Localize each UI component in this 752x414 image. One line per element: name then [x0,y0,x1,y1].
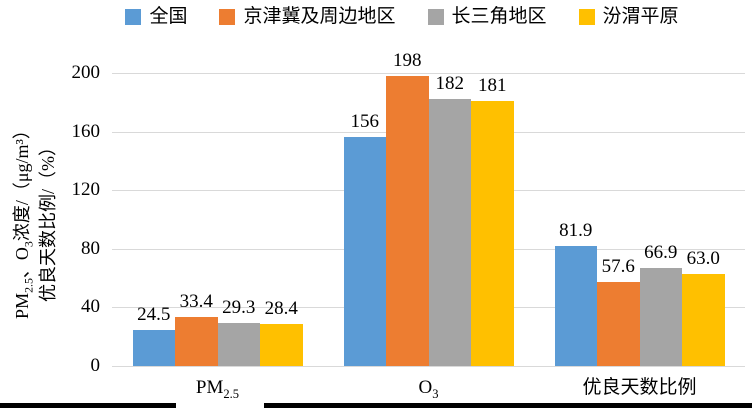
bar [597,281,640,366]
bar-value-label: 24.5 [137,304,171,326]
bar-value-label: 156 [350,111,380,133]
legend-swatch-icon [219,9,236,25]
bar-value-label: 63.0 [686,247,720,269]
y-axis-title-line2: 优良天数比例/（%） [38,138,58,302]
bar [386,75,429,366]
y-axis-title: PM2.5、O3浓度/（μg/m³） 优良天数比例/（%） [9,55,61,385]
category-label: 优良天数比例 [582,377,697,398]
bar [175,317,218,366]
gridline [112,73,745,74]
bar-value-label: 81.9 [559,220,593,242]
bar-value-label: 28.4 [264,298,298,320]
legend-label: 长三角地区 [451,6,547,27]
y-tick-label: 160 [71,120,101,142]
legend-label: 京津冀及周边地区 [243,6,396,27]
chart-legend: 全国 京津冀及周边地区 长三角地区 汾渭平原 [0,6,752,28]
bottom-rule-left [0,403,176,408]
y-tick-label: 0 [90,355,101,376]
legend-label: 全国 [149,6,188,27]
bar-value-label: 66.9 [644,241,678,263]
bar-value-label: 33.4 [179,291,213,313]
bottom-rule-right [264,403,752,408]
bar-value-label: 181 [478,74,507,96]
bar [260,324,303,366]
bar [682,273,725,366]
legend-item: 京津冀及周边地区 [219,6,396,28]
bar-value-label: 198 [393,49,422,71]
legend-swatch-icon [125,9,142,25]
legend-swatch-icon [427,9,444,25]
bar-value-label: 182 [435,73,465,95]
bar [217,323,260,366]
bar-value-label: 29.3 [222,297,256,319]
legend-item: 汾渭平原 [578,6,679,28]
category-label: PM2.5 [195,377,240,401]
bar [639,267,682,366]
legend-item: 长三角地区 [427,6,547,28]
y-axis-title-line1: PM2.5、O3浓度/（μg/m³） [12,121,36,319]
bar [132,330,175,366]
bar [428,99,471,366]
category-label: O3 [418,377,439,401]
y-tick-label: 200 [71,62,101,83]
y-tick-label: 120 [71,179,101,201]
y-tick-label: 40 [81,296,100,318]
legend-swatch-icon [578,9,595,25]
y-tick-label: 80 [81,237,100,259]
bar-value-label: 57.6 [601,255,635,277]
legend-item: 全国 [125,6,187,28]
bar [343,137,386,366]
gridline [112,366,745,367]
bar [471,100,514,366]
bar [554,246,597,366]
legend-label: 汾渭平原 [602,6,679,27]
